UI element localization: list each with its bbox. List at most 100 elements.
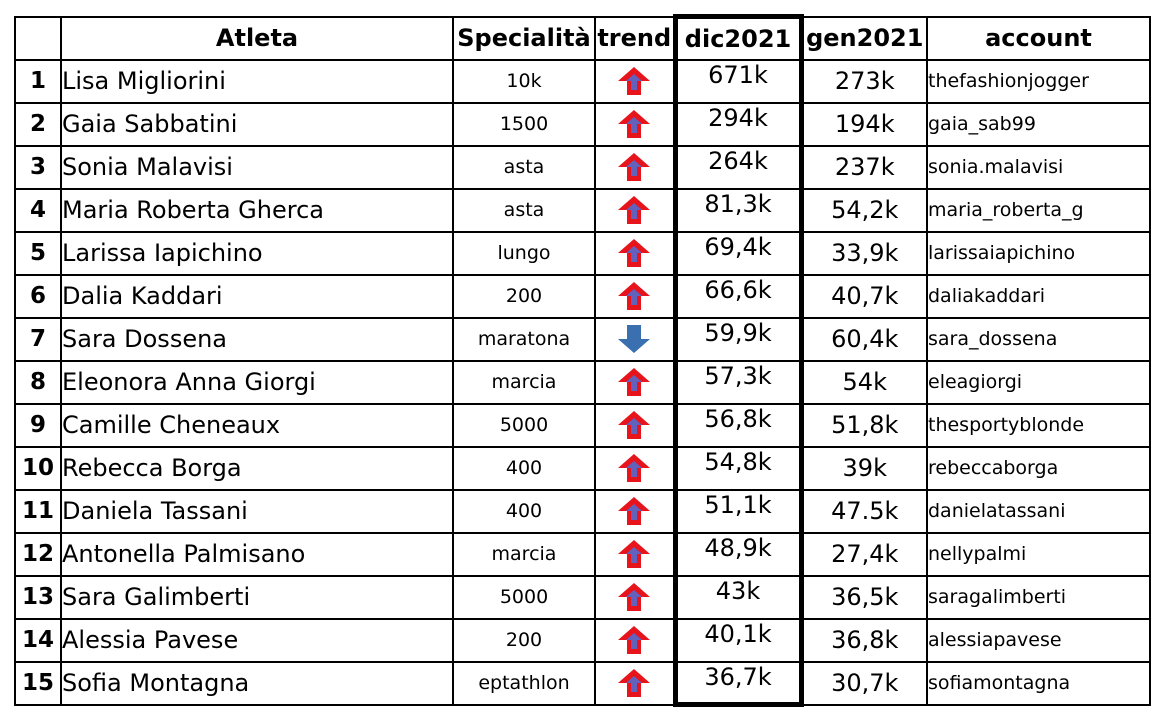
table-row: 14 Alessia Pavese 200 40,1k 36,8k alessiapave… — [14, 617, 1151, 663]
rank-cell: 12 — [14, 531, 62, 577]
specialty-cell: 5000 — [452, 574, 596, 620]
specialty-cell: 5000 — [452, 402, 596, 448]
up-arrow-icon — [594, 402, 676, 448]
specialty-cell: 400 — [452, 488, 596, 534]
up-arrow-icon — [594, 273, 676, 319]
rank-cell: 13 — [14, 574, 62, 620]
table-row: 11 Daniela Tassani 400 51,1k 47.5k danielatas… — [14, 488, 1151, 534]
account-cell: danielatassani — [926, 488, 1151, 534]
rank-cell: 10 — [14, 445, 62, 491]
up-arrow-icon — [594, 144, 676, 190]
gen2021-cell: 36,5k — [800, 574, 928, 620]
up-arrow-icon — [594, 660, 676, 706]
table-row: 4 Maria Roberta Gherca asta 81,3k 54,2k maria… — [14, 187, 1151, 233]
rank-cell: 2 — [14, 101, 62, 147]
account-cell: gaia_sab99 — [926, 101, 1151, 147]
dic2021-cell: 59,9k — [672, 316, 804, 362]
gen2021-cell: 194k — [800, 101, 928, 147]
athlete-name-cell: Eleonora Anna Giorgi — [60, 359, 454, 405]
table-row: 15 Sofia Montagna eptathlon 36,7k 30,7k sofia… — [14, 660, 1151, 707]
rank-cell: 11 — [14, 488, 62, 534]
account-cell: nellypalmi — [926, 531, 1151, 577]
athlete-name-cell: Sofia Montagna — [60, 660, 454, 706]
header-account: account — [926, 15, 1151, 61]
dic2021-cell: 294k — [672, 101, 804, 147]
specialty-cell: 200 — [452, 273, 596, 319]
athlete-name-cell: Gaia Sabbatini — [60, 101, 454, 147]
athlete-name-cell: Sonia Malavisi — [60, 144, 454, 190]
table-body: 1 Lisa Migliorini 10k 671k 273k thefashionjog… — [14, 58, 1151, 707]
specialty-cell: eptathlon — [452, 660, 596, 706]
up-arrow-icon — [594, 101, 676, 147]
specialty-cell: asta — [452, 187, 596, 233]
specialty-cell: asta — [452, 144, 596, 190]
gen2021-cell: 33,9k — [800, 230, 928, 276]
athlete-name-cell: Sara Dossena — [60, 316, 454, 362]
ranking-table: Atleta Specialità trend dic2021 gen2021 … — [14, 14, 1151, 707]
down-arrow-icon — [594, 316, 676, 362]
table-row: 10 Rebecca Borga 400 54,8k 39k rebeccaborga — [14, 445, 1151, 491]
gen2021-cell: 54k — [800, 359, 928, 405]
header-row: Atleta Specialità trend dic2021 gen2021 … — [14, 14, 1151, 61]
athlete-name-cell: Maria Roberta Gherca — [60, 187, 454, 233]
up-arrow-icon — [594, 617, 676, 663]
gen2021-cell: 47.5k — [800, 488, 928, 534]
specialty-cell: 200 — [452, 617, 596, 663]
account-cell: larissaiapichino — [926, 230, 1151, 276]
athlete-name-cell: Antonella Palmisano — [60, 531, 454, 577]
gen2021-cell: 36,8k — [800, 617, 928, 663]
dic2021-cell: 56,8k — [672, 402, 804, 448]
gen2021-cell: 39k — [800, 445, 928, 491]
specialty-cell: 10k — [452, 58, 596, 104]
dic2021-cell: 57,3k — [672, 359, 804, 405]
athlete-name-cell: Camille Cheneaux — [60, 402, 454, 448]
rank-cell: 14 — [14, 617, 62, 663]
up-arrow-icon — [594, 574, 676, 620]
account-cell: saragalimberti — [926, 574, 1151, 620]
table-row: 9 Camille Cheneaux 5000 56,8k 51,8k thesporty… — [14, 402, 1151, 448]
account-cell: sonia.malavisi — [926, 144, 1151, 190]
up-arrow-icon — [594, 187, 676, 233]
athlete-name-cell: Rebecca Borga — [60, 445, 454, 491]
header-trend: trend — [594, 15, 676, 61]
athlete-name-cell: Alessia Pavese — [60, 617, 454, 663]
header-specialita: Specialità — [452, 15, 596, 61]
up-arrow-icon — [594, 58, 676, 104]
up-arrow-icon — [594, 445, 676, 491]
rank-cell: 1 — [14, 58, 62, 104]
account-cell: rebeccaborga — [926, 445, 1151, 491]
dic2021-cell: 36,7k — [672, 660, 804, 707]
account-cell: thefashionjogger — [926, 58, 1151, 104]
table-row: 3 Sonia Malavisi asta 264k 237k sonia.malavis… — [14, 144, 1151, 190]
rank-cell: 8 — [14, 359, 62, 405]
header-atleta: Atleta — [60, 15, 454, 61]
dic2021-cell: 40,1k — [672, 617, 804, 663]
account-cell: thesportyblonde — [926, 402, 1151, 448]
up-arrow-icon — [594, 230, 676, 276]
specialty-cell: marcia — [452, 359, 596, 405]
table-row: 8 Eleonora Anna Giorgi marcia 57,3k 54k eleag… — [14, 359, 1151, 405]
dic2021-cell: 66,6k — [672, 273, 804, 319]
athlete-name-cell: Larissa Iapichino — [60, 230, 454, 276]
gen2021-cell: 54,2k — [800, 187, 928, 233]
rank-cell: 5 — [14, 230, 62, 276]
athlete-name-cell: Dalia Kaddari — [60, 273, 454, 319]
athlete-name-cell: Daniela Tassani — [60, 488, 454, 534]
account-cell: sara_dossena — [926, 316, 1151, 362]
dic2021-cell: 43k — [672, 574, 804, 620]
dic2021-cell: 48,9k — [672, 531, 804, 577]
specialty-cell: 1500 — [452, 101, 596, 147]
table-row: 2 Gaia Sabbatini 1500 294k 194k gaia_sab99 — [14, 101, 1151, 147]
rank-cell: 3 — [14, 144, 62, 190]
table-row: 6 Dalia Kaddari 200 66,6k 40,7k daliakaddari — [14, 273, 1151, 319]
dic2021-cell: 264k — [672, 144, 804, 190]
specialty-cell: maratona — [452, 316, 596, 362]
rank-cell: 9 — [14, 402, 62, 448]
rank-cell: 7 — [14, 316, 62, 362]
gen2021-cell: 30,7k — [800, 660, 928, 706]
dic2021-cell: 69,4k — [672, 230, 804, 276]
account-cell: daliakaddari — [926, 273, 1151, 319]
header-gen2021: gen2021 — [800, 15, 928, 61]
header-rank — [14, 15, 62, 61]
specialty-cell: 400 — [452, 445, 596, 491]
